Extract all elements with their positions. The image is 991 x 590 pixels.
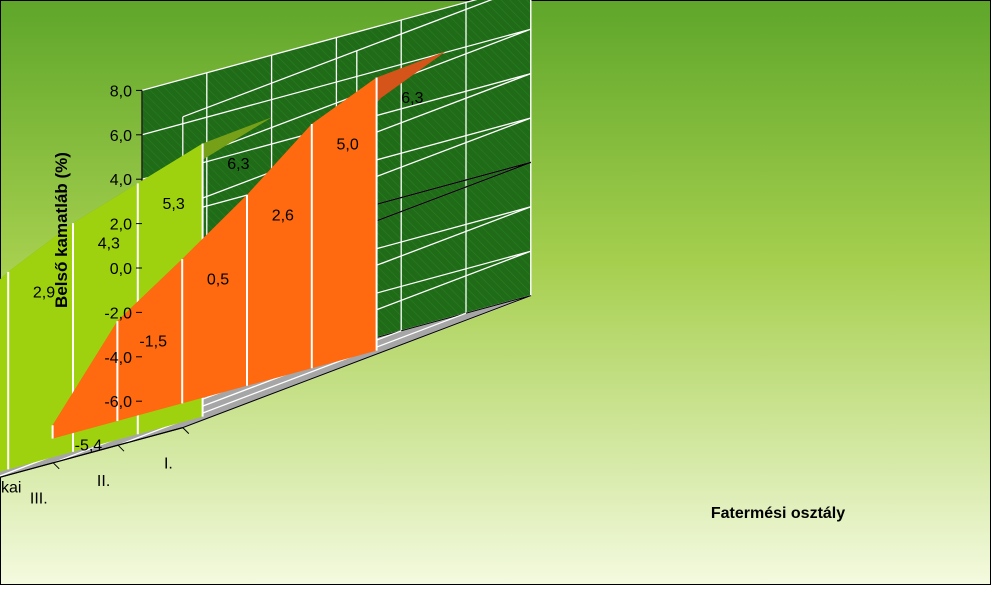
ribbon-front (311, 77, 377, 369)
data-label: 2,6 (272, 207, 294, 224)
category-label: II. (97, 473, 110, 490)
data-label: 2,9 (33, 284, 55, 301)
y-tick-label: -4,0 (104, 350, 132, 367)
data-label: -5,4 (75, 438, 103, 455)
y-tick-label: 8,0 (110, 83, 132, 100)
chart-series (0, 51, 447, 472)
series-axis-label: A energetikai (0, 479, 21, 496)
ribbon-front (117, 259, 183, 421)
data-label: 6,3 (227, 156, 249, 173)
y-tick-label: 6,0 (110, 128, 132, 145)
y-tick-label: -6,0 (104, 394, 132, 411)
y-axis-title: Belső kamatláb (%) (52, 152, 71, 308)
ribbon-front (0, 271, 9, 472)
ribbon-front (52, 321, 118, 439)
y-tick-label: -2,0 (104, 305, 132, 322)
category-tick (182, 427, 190, 434)
category-label: I. (164, 455, 173, 472)
ribbon-front (8, 223, 74, 470)
data-label: 4,3 (98, 236, 120, 253)
ribbon-front (182, 194, 247, 404)
category-tick (52, 462, 60, 470)
ribbon-front (247, 124, 312, 386)
y-tick-label: 0,0 (110, 261, 132, 278)
y-tick-label: 2,0 (110, 217, 132, 234)
data-label: 6,3 (401, 90, 423, 107)
x-axis-title: Fatermési osztály (711, 505, 845, 522)
data-label: -1,5 (139, 334, 167, 351)
chart-labels: -2,21,02,94,35,36,3-5,4-1,50,52,65,06,38… (0, 83, 424, 508)
data-label: 0,5 (207, 272, 229, 289)
data-label: 5,3 (162, 196, 184, 213)
data-label: 5,0 (336, 136, 358, 153)
category-label: III. (30, 491, 48, 508)
category-tick (117, 444, 125, 452)
y-tick-label: 4,0 (110, 172, 132, 189)
